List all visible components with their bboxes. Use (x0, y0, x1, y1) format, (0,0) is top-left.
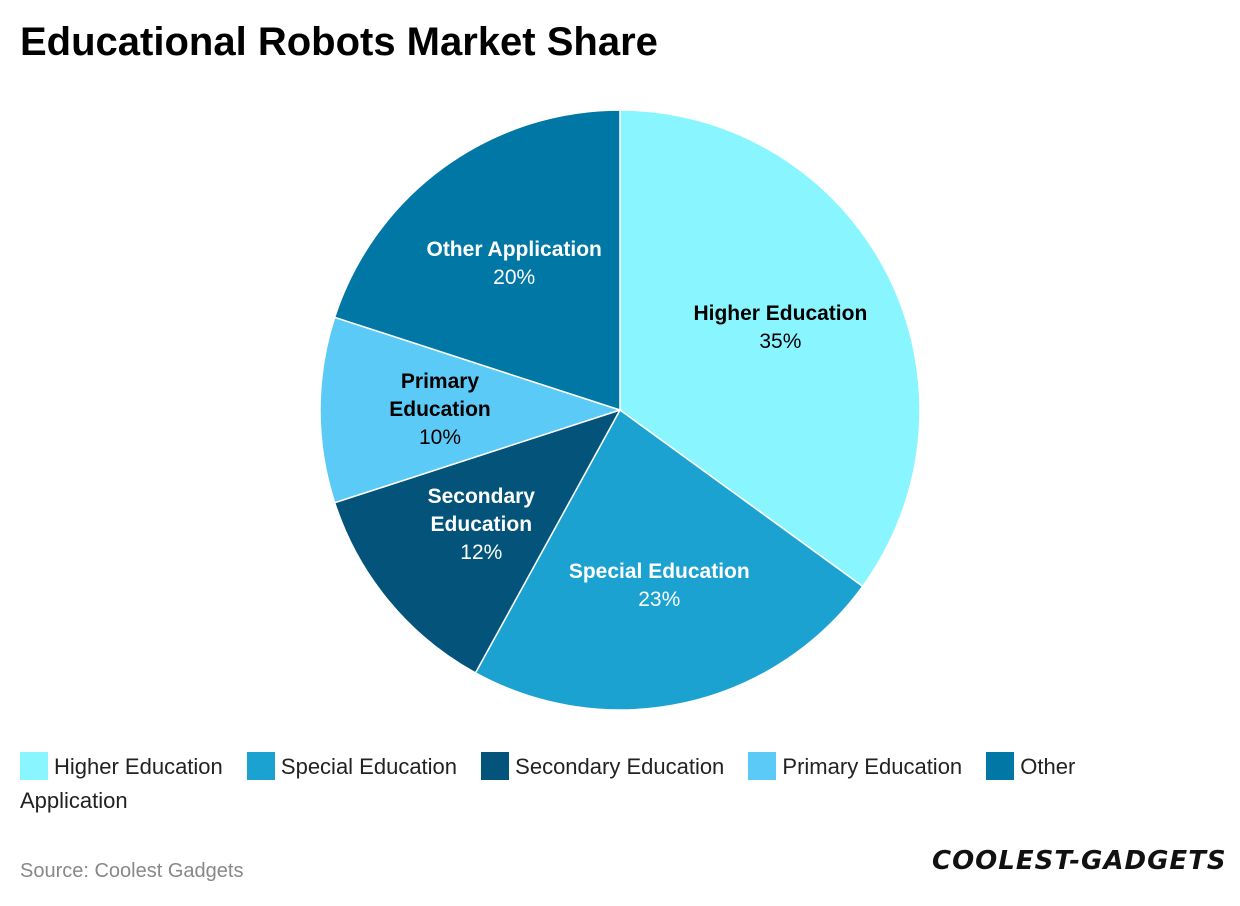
value-label: 12% (460, 540, 503, 564)
legend-item: Secondary Education (481, 752, 725, 780)
slice-label: Special Education 23% (529, 558, 789, 614)
slice-label: Primary Education 10% (370, 368, 510, 452)
value-label: 20% (493, 266, 536, 290)
slice-label: Higher Education 35% (650, 300, 910, 356)
source: Source: Coolest Gadgets (20, 860, 244, 882)
legend-item: Other Application (20, 752, 1076, 813)
legend-swatch (20, 752, 48, 780)
legend-swatch (986, 752, 1015, 780)
legend-item: Primary Education (748, 752, 963, 780)
pie-chart (319, 109, 921, 711)
slice-name: Other Application (426, 238, 602, 262)
pie-slice (319, 316, 623, 504)
legend-swatch (748, 752, 777, 780)
logo: COOLEST-GADGETS (932, 846, 1227, 876)
legend-label: Secondary Education (515, 754, 725, 779)
pie-slice (619, 109, 921, 588)
legend-item: Special Education (246, 752, 458, 780)
slice-name: Special Education (568, 559, 750, 583)
legend-swatch (481, 752, 510, 780)
legend-item: Higher Education (20, 752, 223, 780)
slice-label: Other Application 20% (384, 236, 644, 292)
slice-name: Higher Education (693, 302, 868, 326)
value-label: 10% (418, 426, 462, 449)
chart-title: Educational Robots Market Share (20, 20, 658, 64)
value-label: 23% (638, 587, 681, 611)
legend-label: Other Application (20, 754, 1076, 813)
value-label: 35% (759, 330, 802, 354)
legend-swatch (246, 752, 275, 780)
pie-slice (333, 408, 622, 674)
legend-label: Higher Education (54, 754, 223, 779)
slice-label: Secondary Education 12% (411, 483, 551, 567)
pie-slice (474, 408, 864, 711)
legend: Higher Education Special Education Secon… (20, 750, 1160, 818)
slice-name: Primary Education (389, 370, 491, 421)
slice-name: Secondary Education (427, 484, 535, 536)
legend-label: Special Education (280, 754, 458, 779)
legend-label: Primary Education (782, 754, 963, 779)
pie-slice (333, 109, 621, 412)
